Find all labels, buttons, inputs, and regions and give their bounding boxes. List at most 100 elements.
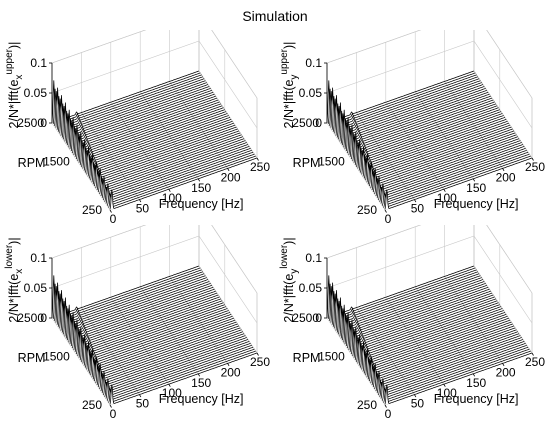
spectrum-line [55,76,204,128]
spectrum-line [371,138,520,191]
x-tick-label: 0 [110,407,117,421]
spectrum-line [342,93,490,146]
x-tick [139,394,142,398]
x-tick-label: 150 [191,376,211,390]
spectrum-line [361,317,509,370]
spectrum-line [105,151,254,204]
spectrum-line [64,89,213,142]
spectrum-line [68,95,216,148]
y-tick-label: 2500 [17,116,44,130]
spectrum-line [80,113,228,165]
spectrum-line [349,105,498,157]
spectrum-line [326,70,475,122]
spectrum-line [52,72,201,124]
waterfall-plot-ex-lower: 0501001502002502501500250000.050.1Freque… [4,225,270,421]
x-tick [384,404,387,408]
z-tick-label: 0.05 [24,86,48,100]
x-tick-label: 150 [191,181,211,195]
spectrum-line [380,151,529,204]
spectrum-line [336,86,485,138]
spectrum-line [107,348,255,401]
spectrum-line [77,109,225,161]
spectrum-line [373,335,521,387]
spectrum-line [61,86,210,138]
spectrum-line [54,74,202,126]
spectrum-line [103,342,251,395]
spectrum-line [81,115,229,167]
spectrum-line [380,346,529,399]
spectrum-line [331,78,480,130]
spectrum-line [101,146,250,198]
z-tick-label: 0.1 [305,251,322,265]
z-tick-label: 0.05 [299,86,323,100]
x-tick-label: 200 [221,170,241,184]
spectra [326,70,533,210]
grid-line [326,235,533,324]
spectrum-line [375,144,524,197]
spectrum-line [347,101,495,154]
spectrum-line [91,325,240,378]
spectrum-line [383,155,531,208]
z-axis-label: 2/N*|fft(eylower)| [279,237,300,322]
waterfall-plot-ey-upper: 0501001502002502501500250000.050.1Freque… [279,30,545,226]
spectrum-line [327,72,476,124]
spectrum-line [355,113,503,165]
spectrum-line [336,281,485,333]
spectrum-line [100,144,249,197]
spectra [51,265,258,405]
y-tick-label: 1500 [43,350,70,364]
spectrum-line [358,313,507,366]
spectrum-line [83,118,232,171]
spectrum-line [347,296,495,349]
spectrum-line [72,296,220,349]
x-tick-label: 250 [250,160,270,174]
x-tick-label: 250 [250,355,270,369]
spectra [326,265,533,405]
spectrum-line [103,147,251,200]
x-tick [139,199,142,203]
x-tick [227,363,230,367]
spectrum-line [357,312,506,364]
spectrum-line [99,142,247,195]
spectrum-line [344,292,493,345]
spectrum-line [383,350,531,403]
spectrum-line [60,279,209,331]
spectrum-line [61,281,210,333]
z-axis-label-component: x [14,75,25,80]
grid-line [326,40,533,129]
spectrum-line [64,284,213,337]
spectrum-line [362,319,511,372]
z-axis-label-component: y [289,269,300,274]
spectrum-line [69,97,218,150]
spectrum-line [80,308,228,360]
waterfall-panel-ey-lower: 0 50 100 150 200 250 250 1500 2500 0 0.05 0.1 Freque… [275,225,550,425]
z-axis-label: 2/N*|fft(exupper)| [4,42,25,129]
spectrum-line [82,312,231,364]
spectrum-line [69,292,218,345]
x-tick [531,352,534,356]
z-axis-label-position: upper [4,48,15,74]
spectrum-line [94,329,242,382]
spectrum-line [109,352,258,405]
spectrum-line [60,84,209,136]
spectrum-line [94,134,242,187]
spectrum-line [76,107,224,160]
waterfall-panel-ex-lower: 0 50 100 150 200 250 250 1500 2500 0 0.05 0.1 Freque… [0,225,275,425]
spectrum-line [104,344,252,397]
spectrum-line [91,130,240,183]
spectrum-line [382,348,530,401]
x-tick-label: 150 [466,181,486,195]
z-tick-label: 0 [40,116,47,130]
spectrum-line [349,300,498,352]
spectrum-line [51,265,200,317]
x-tick-label: 100 [437,191,457,205]
spectrum-line [326,265,475,317]
spectrum-line [335,84,484,136]
spectrum-line [364,321,512,374]
y-tick-label: 250 [357,203,377,217]
y-tick-label: 2500 [17,311,44,325]
spectrum-line [92,327,241,380]
x-tick [443,188,446,192]
spectrum-line [379,344,527,397]
spectrum-line [104,149,252,202]
